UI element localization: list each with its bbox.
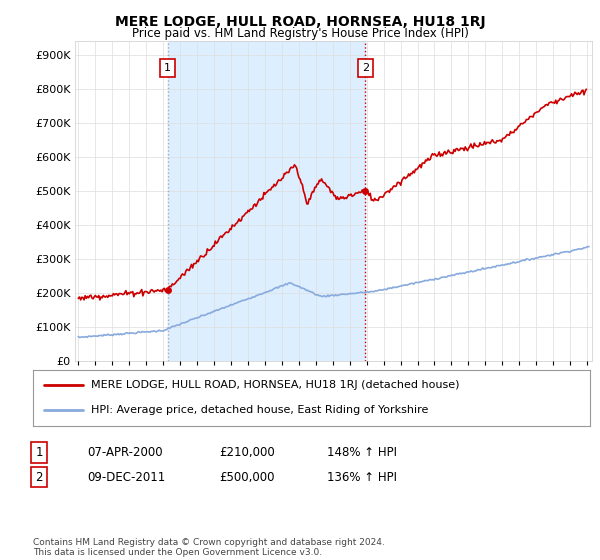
Text: 09-DEC-2011: 09-DEC-2011 (87, 470, 165, 484)
Bar (168, 41, 365, 361)
Text: 148% ↑ HPI: 148% ↑ HPI (327, 446, 397, 459)
Text: Price paid vs. HM Land Registry's House Price Index (HPI): Price paid vs. HM Land Registry's House … (131, 27, 469, 40)
Text: 07-APR-2000: 07-APR-2000 (87, 446, 163, 459)
Text: £210,000: £210,000 (219, 446, 275, 459)
Text: 1: 1 (35, 446, 43, 459)
Text: HPI: Average price, detached house, East Riding of Yorkshire: HPI: Average price, detached house, East… (91, 405, 429, 416)
Text: MERE LODGE, HULL ROAD, HORNSEA, HU18 1RJ (detached house): MERE LODGE, HULL ROAD, HORNSEA, HU18 1RJ… (91, 380, 460, 390)
Text: £500,000: £500,000 (219, 470, 275, 484)
Text: Contains HM Land Registry data © Crown copyright and database right 2024.
This d: Contains HM Land Registry data © Crown c… (33, 538, 385, 557)
Text: 136% ↑ HPI: 136% ↑ HPI (327, 470, 397, 484)
Text: MERE LODGE, HULL ROAD, HORNSEA, HU18 1RJ: MERE LODGE, HULL ROAD, HORNSEA, HU18 1RJ (115, 15, 485, 29)
Text: 2: 2 (362, 63, 369, 73)
Text: 2: 2 (35, 470, 43, 484)
Text: 1: 1 (164, 63, 171, 73)
